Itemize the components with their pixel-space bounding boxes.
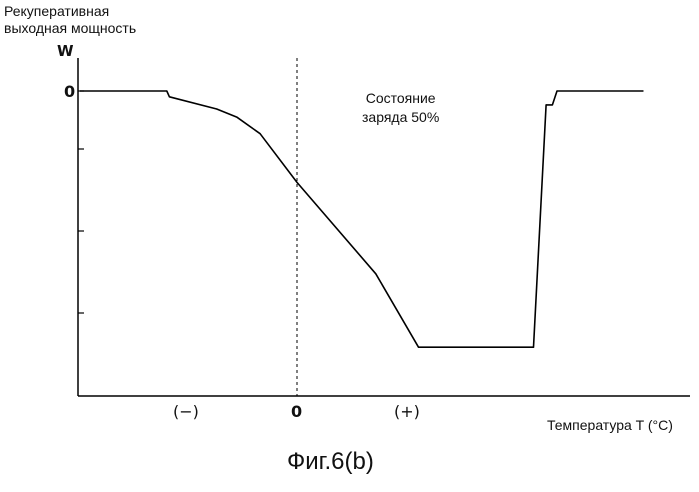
y-axis-label: Рекуперативная выходная мощность xyxy=(4,3,136,37)
series-point-4 xyxy=(237,117,238,118)
series-point-13 xyxy=(643,90,644,91)
x-tick-label-zero: 0 xyxy=(291,402,302,421)
series-point-5 xyxy=(260,133,261,134)
y-axis-label-line2: выходная мощность xyxy=(4,20,136,37)
series-point-12 xyxy=(556,90,557,91)
series-point-0 xyxy=(79,90,80,91)
annotation-line2: заряда 50% xyxy=(362,108,439,127)
annotation-line1: Состояние xyxy=(362,89,439,108)
series-point-7 xyxy=(375,273,376,274)
series-point-10 xyxy=(546,104,547,105)
series-point-3 xyxy=(216,108,217,109)
series-point-6 xyxy=(296,182,297,183)
series-point-2 xyxy=(169,96,170,97)
series-line xyxy=(80,91,643,347)
x-axis-label: Температура T (°C) xyxy=(547,417,673,433)
x-tick-label-positive: (+) xyxy=(394,402,420,421)
x-tick-label-negative: (−) xyxy=(173,402,199,421)
y-axis-label-line1: Рекуперативная xyxy=(4,3,136,20)
y-axis-unit: W xyxy=(57,42,74,60)
series-point-9 xyxy=(533,347,534,348)
y-tick-label-zero: 0 xyxy=(64,82,75,101)
figure-caption: Фиг.6(b) xyxy=(287,448,374,476)
annotation: Состояние заряда 50% xyxy=(362,89,439,127)
series-point-11 xyxy=(552,104,553,105)
series-point-8 xyxy=(418,347,419,348)
series-points xyxy=(79,90,643,347)
series-point-1 xyxy=(166,90,167,91)
